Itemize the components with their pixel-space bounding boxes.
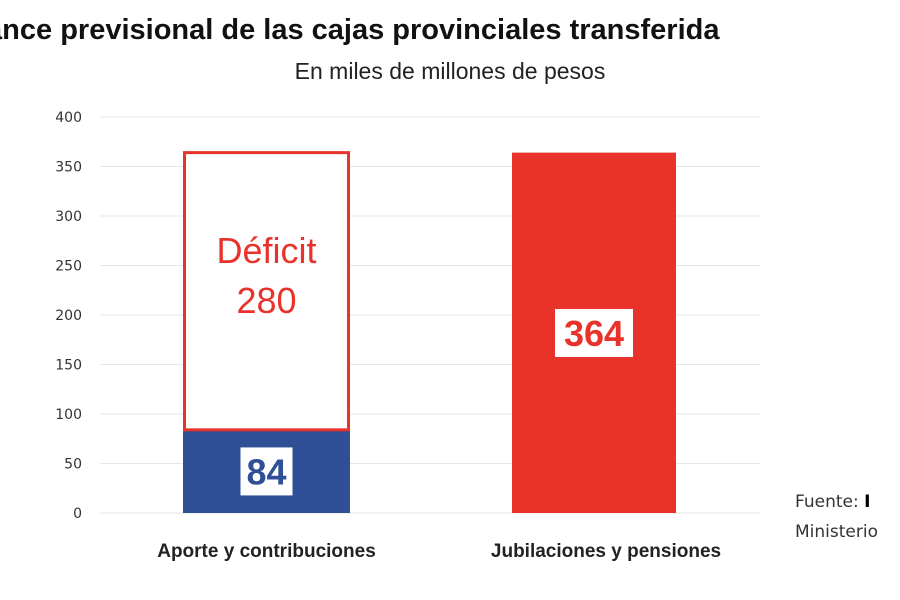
y-tick-label: 350	[55, 160, 82, 176]
y-tick-label: 50	[64, 457, 82, 473]
source-line-2: Ministerio	[795, 522, 878, 542]
x-tick-label: Aporte y contribuciones	[157, 541, 376, 562]
data-label: 364	[564, 313, 624, 354]
source-line-1: Fuente: I	[795, 492, 870, 512]
y-tick-label: 0	[73, 506, 82, 522]
deficit-label: Déficit	[216, 230, 316, 271]
deficit-bar	[183, 151, 350, 432]
data-label-box	[240, 447, 293, 496]
source-value: I	[864, 492, 871, 512]
y-tick-label: 100	[55, 407, 82, 423]
data-label-box	[555, 309, 633, 357]
x-tick-label: Jubilaciones y pensiones	[491, 541, 721, 562]
deficit-value: 280	[236, 280, 296, 321]
y-tick-label: 300	[55, 209, 82, 225]
chart-title: lance previsional de las cajas provincia…	[0, 14, 720, 46]
y-tick-label: 400	[55, 110, 82, 126]
y-tick-label: 200	[55, 308, 82, 324]
data-label: 84	[246, 451, 286, 492]
y-tick-label: 250	[55, 259, 82, 275]
chart-subtitle: En miles de millones de pesos	[294, 58, 606, 84]
source-label: Fuente:	[795, 492, 865, 512]
y-tick-label: 150	[55, 358, 82, 374]
